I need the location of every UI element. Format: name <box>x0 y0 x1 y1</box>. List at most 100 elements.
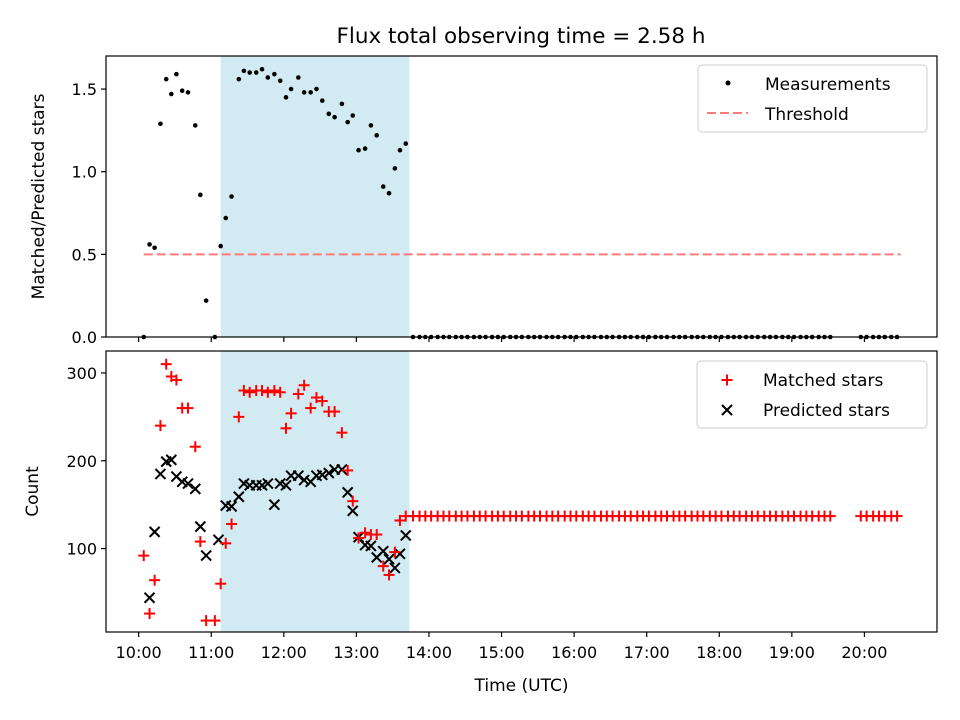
matched-star-point <box>149 574 161 586</box>
matched-star-point <box>220 537 232 549</box>
predicted-star-point <box>377 545 389 557</box>
matched-star-point <box>238 385 250 397</box>
x-tick-label: 16:00 <box>551 643 597 662</box>
predicted-star-point <box>194 520 207 533</box>
predicted-star-point <box>233 491 245 503</box>
predicted-star-point <box>347 505 359 517</box>
predicted-star-point <box>383 553 395 565</box>
matched-star-point <box>274 386 286 398</box>
measurement-point <box>356 147 361 153</box>
matched-star-point <box>347 495 359 507</box>
predicted-star-point <box>336 463 348 476</box>
matched-star-point <box>226 518 238 530</box>
predicted-star-point <box>189 483 201 495</box>
measurement-point <box>259 66 265 72</box>
matched-star-point <box>310 392 322 404</box>
matched-star-point <box>215 578 227 590</box>
predicted-star-point <box>225 500 238 513</box>
matched-star-point <box>824 510 836 522</box>
x-tick-label: 19:00 <box>769 643 815 662</box>
legend-matched-marker <box>721 374 733 386</box>
measurement-point <box>236 76 242 82</box>
legend-matched-plus <box>721 374 733 386</box>
top-y-ticks: 0.0 0.5 1.0 1.5 <box>72 80 106 347</box>
measurement-point <box>272 71 277 77</box>
x-tick-label: 18:00 <box>696 643 742 662</box>
measurement-point <box>169 91 174 97</box>
measurement-point <box>158 121 163 127</box>
x-tick-label: 11:00 <box>188 643 234 662</box>
measurement-point <box>403 141 409 146</box>
matched-star-point <box>182 402 194 414</box>
predicted-star-point <box>268 498 281 511</box>
bottom-plot-area <box>138 358 903 627</box>
bottom-legend-box <box>696 360 928 429</box>
predicted-star-point <box>341 486 354 499</box>
matched-star-point <box>268 385 280 397</box>
predicted-star-point <box>316 469 328 481</box>
measurement-point <box>152 245 157 251</box>
predicted-star-point <box>400 529 412 542</box>
x-tick-label: 13:00 <box>333 643 379 662</box>
legend-threshold-label: Threshold <box>764 105 849 125</box>
matched-star-point <box>144 608 156 620</box>
measurement-point <box>223 215 229 221</box>
measurement-point <box>319 98 325 103</box>
predicted-star-point <box>292 469 305 482</box>
measurement-point <box>277 78 283 84</box>
predicted-star-point <box>394 548 406 560</box>
measurement-point <box>350 113 356 118</box>
measurement-point <box>179 88 185 94</box>
matched-star-point <box>316 395 328 407</box>
y-tick-label: 0.5 <box>72 245 97 264</box>
measurement-point <box>203 298 209 303</box>
measurement-point <box>308 90 313 95</box>
matched-star-point <box>280 422 292 434</box>
bottom-y-ticks: 100 200 300 <box>66 364 106 559</box>
predicted-star-point <box>298 474 310 486</box>
y-tick-label: 300 <box>66 364 97 383</box>
measurement-point <box>301 90 307 95</box>
top-subplot: 0.0 0.5 1.0 1.5 Matched/Predicted stars Mea… <box>29 55 938 347</box>
y-tick-label: 1.0 <box>72 163 97 182</box>
matched-star-point <box>256 385 268 397</box>
measurement-point <box>374 133 380 138</box>
matched-star-point <box>353 532 365 544</box>
x-tick-label: 10:00 <box>116 643 162 662</box>
top-axes-frame <box>105 55 938 338</box>
measurement-point <box>332 114 337 120</box>
top-observing-window <box>220 56 410 337</box>
matched-star-point <box>170 374 182 386</box>
measurement-point <box>380 184 386 189</box>
bottom-y-axis-label: Count <box>23 466 43 517</box>
matched-star-point <box>244 386 256 398</box>
measurement-point <box>386 190 392 196</box>
top-legend-box <box>697 64 928 133</box>
y-tick-label: 100 <box>66 540 97 559</box>
bottom-subplot: 100 200 300 10:00 11:00 12:00 13:00 14:00 15:00… <box>23 350 938 696</box>
matched-star-point <box>377 560 389 572</box>
measurement-point <box>345 119 350 125</box>
measurement-point <box>241 68 247 74</box>
measurement-point <box>163 76 169 82</box>
predicted-star-point <box>262 477 274 490</box>
legend-predicted-cross <box>721 404 733 416</box>
legend-matched-label: Matched stars <box>763 371 883 391</box>
measurement-point <box>253 70 259 75</box>
y-tick-label: 0.0 <box>72 328 97 347</box>
measurement-point <box>229 194 234 199</box>
measurement-point <box>326 111 332 117</box>
y-tick-label: 200 <box>66 452 97 471</box>
predicted-star-point <box>182 477 194 490</box>
measurement-point <box>368 123 374 128</box>
measurement-point <box>283 95 289 100</box>
measurement-point <box>147 242 152 247</box>
bottom-axes-frame <box>105 350 938 633</box>
legend-predicted-marker <box>721 404 733 416</box>
x-tick-label: 14:00 <box>406 643 452 662</box>
chart-title: Flux total observing time = 2.58 h <box>337 24 706 49</box>
measurement-point <box>288 86 294 92</box>
matched-star-point <box>233 411 245 423</box>
measurement-point <box>247 70 253 75</box>
matched-star-point <box>329 406 341 418</box>
